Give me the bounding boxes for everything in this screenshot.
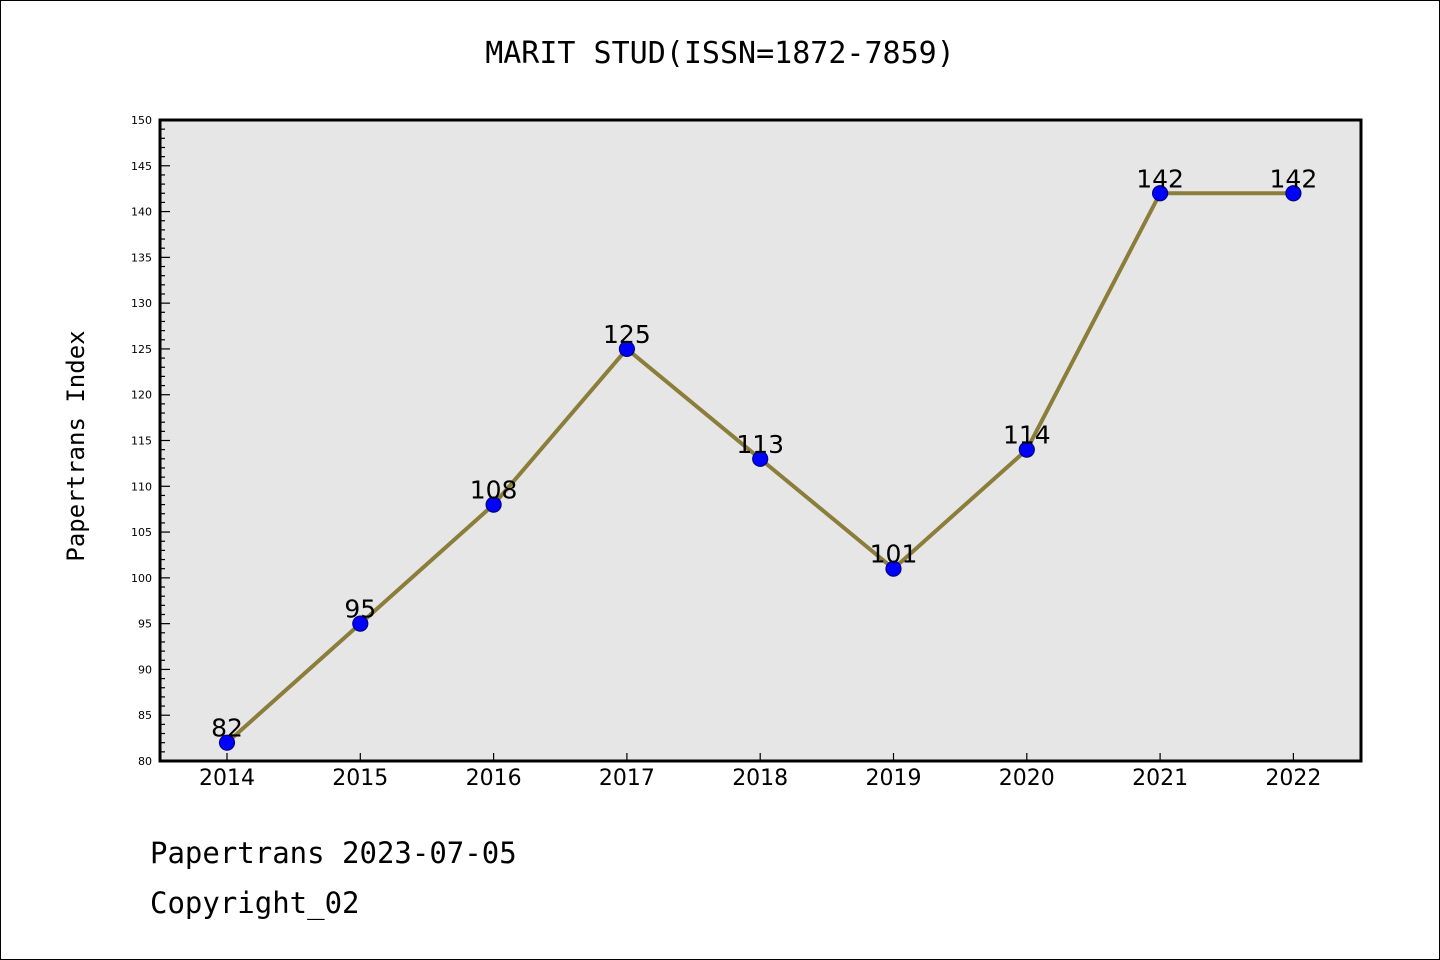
y-tick-label: 95: [138, 618, 152, 631]
x-tick-label: 2022: [1265, 766, 1321, 791]
y-tick-label: 150: [131, 114, 152, 127]
data-label: 82: [211, 714, 243, 743]
x-tick-label: 2015: [332, 766, 388, 791]
y-tick-label: 115: [131, 435, 152, 448]
y-tick-label: 140: [131, 206, 152, 219]
y-tick-label: 110: [131, 480, 152, 493]
y-tick-label: 80: [138, 755, 152, 768]
data-point: [1151, 185, 1169, 202]
x-tick-label: 2018: [732, 766, 788, 791]
data-point: [1285, 185, 1302, 202]
plot-area: [158, 118, 1363, 763]
y-tick-label: 135: [131, 251, 152, 264]
y-tick-label: 105: [131, 526, 152, 539]
data-point: [752, 450, 769, 467]
data-point: [1018, 441, 1035, 458]
x-tick-label: 2020: [999, 766, 1055, 791]
data-label: 125: [603, 320, 651, 349]
data-label: 114: [1003, 421, 1051, 450]
y-tick-label: 120: [131, 389, 152, 402]
data-label: 113: [736, 430, 784, 459]
chart-title: MARIT STUD(ISSN=1872-7859): [485, 36, 955, 71]
y-tick-label: 100: [131, 572, 152, 585]
data-point: [352, 615, 369, 632]
x-tick-label: 2019: [866, 766, 922, 791]
y-tick-label: 85: [138, 709, 152, 722]
data-point: [485, 496, 502, 513]
data-label: 101: [870, 540, 918, 569]
x-tick-label: 2014: [199, 766, 255, 791]
x-tick-label: 2017: [599, 766, 655, 791]
x-axis: 2014 2015 2016 2017 2018 2019 2020 2021 2022: [199, 753, 1321, 791]
y-tick-label: 130: [131, 297, 152, 310]
data-label: 142: [1270, 164, 1318, 193]
y-tick-label: 90: [138, 663, 152, 676]
data-point: [218, 734, 236, 751]
y-tick-label: 145: [131, 160, 152, 173]
data-label: 95: [344, 595, 376, 624]
x-tick-label: 2016: [466, 766, 522, 791]
data-label-group: 82 95 108 125 113 101 114 142 142: [211, 164, 1317, 742]
data-point: [885, 560, 902, 577]
footer-date: Papertrans 2023-07-05: [150, 836, 517, 870]
data-label: 142: [1136, 164, 1184, 193]
data-label: 108: [470, 476, 518, 505]
y-axis: 80 85 90 95 100 105 110 115 120 125 130 135 140 145 15…: [131, 114, 170, 768]
x-tick-label: 2021: [1132, 766, 1188, 791]
data-point: [618, 340, 636, 358]
footer-copyright: Copyright_02: [150, 886, 360, 920]
y-tick-label: 125: [131, 343, 152, 356]
data-point-group: [218, 185, 1302, 751]
